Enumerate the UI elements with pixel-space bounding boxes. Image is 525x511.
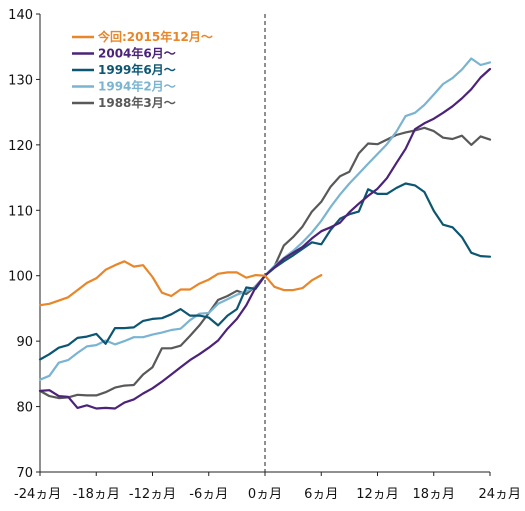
y-tick-label: 140 — [8, 8, 33, 23]
x-tick-label: -24ヵ月 — [14, 487, 61, 502]
legend-label: 1988年3月〜 — [98, 95, 176, 110]
x-tick-label: 6ヵ月 — [304, 487, 338, 502]
series-layer — [38, 57, 492, 410]
x-tick-label: -6ヵ月 — [189, 487, 228, 502]
y-tick-label: 130 — [8, 73, 33, 88]
series-line-0 — [38, 260, 323, 307]
x-tick-label: 12ヵ月 — [356, 487, 399, 502]
legend-label: 今回:2015年12月〜 — [97, 29, 213, 44]
legend-label: 1994年2月〜 — [98, 79, 176, 94]
x-tick-label: -18ヵ月 — [73, 487, 120, 502]
x-tick-label: 0ヵ月 — [248, 487, 282, 502]
x-tick-label: 24ヵ月 — [478, 487, 521, 502]
y-tick-label: 100 — [8, 270, 33, 285]
y-tick-label: 90 — [16, 335, 33, 350]
legend: 今回:2015年12月〜 2004年6月〜1999年6月〜 1994年2月〜1988… — [72, 29, 213, 110]
x-tick-label: 18ヵ月 — [412, 487, 455, 502]
y-tick-label: 80 — [16, 401, 33, 416]
y-tick-label: 110 — [8, 204, 33, 219]
chart-axes: 70 80 90 100 110 120 130 140 -24ヵ月 -18ヵ月 -12ヵ月 -6ヵ月… — [8, 8, 521, 502]
legend-label: 2004年6月〜 — [98, 46, 176, 61]
x-tick-label: -12ヵ月 — [129, 487, 176, 502]
y-tick-label: 70 — [16, 466, 33, 481]
y-tick-label: 120 — [8, 139, 33, 154]
legend-label: 1999年6月〜 — [98, 62, 176, 77]
series-line-2 — [38, 182, 492, 361]
